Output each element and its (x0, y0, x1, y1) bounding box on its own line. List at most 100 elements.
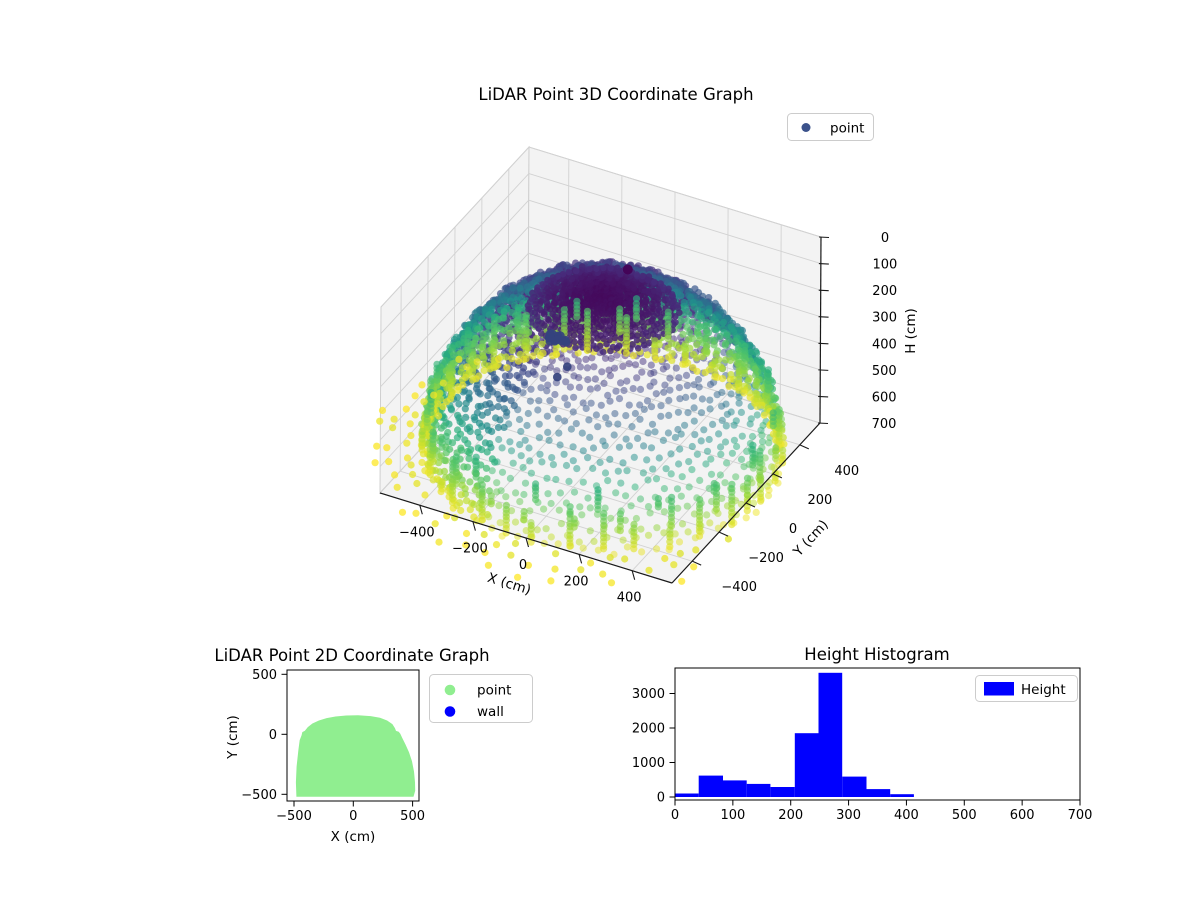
lidar-point (567, 425, 576, 433)
lidar-point (636, 401, 644, 409)
lidar-point (694, 329, 702, 337)
lidar-point (586, 385, 595, 393)
lidar-point (473, 358, 481, 366)
lidar-point (497, 299, 505, 307)
lidar-point (458, 420, 466, 428)
lidar-point (622, 412, 630, 420)
lidar-point (606, 397, 614, 405)
lidar-point (463, 363, 471, 371)
lidar-point (452, 333, 461, 341)
lidar-point (420, 398, 428, 406)
lidar-point (606, 372, 615, 380)
lidar-point (409, 470, 417, 479)
lidar-point (566, 325, 574, 333)
lidar-point (650, 368, 658, 377)
lidar-point (517, 452, 525, 460)
outlier-point (622, 264, 633, 275)
lidar-point (758, 431, 766, 439)
lidar-point (637, 525, 645, 533)
y-tick-label: 400 (834, 464, 859, 479)
histogram-frame (674, 667, 1081, 801)
lidar-point (488, 467, 496, 475)
lidar-point (753, 390, 761, 398)
lidar-point (577, 566, 585, 574)
lidar-point (429, 476, 437, 484)
lidar-point (584, 494, 592, 502)
lidar-point (723, 459, 731, 467)
lidar-point (610, 431, 618, 439)
lidar-point (623, 377, 631, 385)
lidar-point (566, 383, 575, 391)
lidar-point (737, 455, 746, 463)
lidar-point (511, 539, 520, 548)
legend-frame (429, 674, 533, 723)
lidar-point (471, 486, 479, 494)
lidar-point (643, 456, 651, 464)
lidar-point (601, 442, 609, 450)
lidar-point (452, 453, 460, 461)
lidar-point (647, 361, 655, 369)
legend-height-swatch (984, 682, 1014, 696)
lidar-point (675, 538, 684, 546)
lidar-point (683, 323, 691, 331)
lidar-point (764, 382, 773, 390)
lidar-point (455, 355, 463, 363)
lidar-point (622, 435, 630, 443)
lidar-point (765, 486, 773, 494)
lidar-point (695, 383, 703, 391)
lidar-point (588, 354, 596, 362)
lidar-point (743, 479, 752, 487)
lidar-point (673, 302, 681, 309)
lidar-point (592, 411, 601, 419)
lidar-point (462, 373, 470, 381)
lidar-point (553, 367, 561, 375)
lidar-point (517, 427, 525, 436)
lidar-point (753, 411, 761, 419)
lidar-point (552, 475, 560, 484)
lidar-point (617, 379, 625, 387)
lidar-point (731, 337, 740, 345)
lidar-point (463, 463, 472, 471)
lidar-point (675, 374, 683, 382)
lidar-point (639, 357, 647, 366)
lidar-point (527, 338, 535, 346)
lidar-point (549, 461, 558, 469)
lidar-point (457, 349, 465, 357)
lidar-point (644, 429, 652, 437)
lidar-point (664, 429, 673, 437)
lidar-point (718, 388, 726, 397)
lidar-point (600, 264, 607, 272)
lidar-point (622, 492, 630, 500)
h-tick-label: 400 (872, 337, 897, 352)
lidar-point (639, 272, 646, 280)
h-tick-label: 200 (872, 284, 897, 299)
lidar-point (529, 289, 536, 297)
lidar-point (675, 460, 683, 468)
plot3d-title: LiDAR Point 3D Coordinate Graph (478, 85, 753, 104)
lidar-point (716, 471, 725, 479)
lidar-point (677, 430, 685, 438)
lidar-point (694, 320, 702, 328)
lidar-point (727, 408, 735, 416)
lidar-point (619, 536, 627, 544)
lidar-point (749, 441, 757, 449)
lidar-point (555, 306, 563, 314)
lidar-point (660, 485, 669, 493)
lidar-point (527, 521, 535, 530)
lidar-point (445, 364, 453, 372)
lidar-point (555, 429, 563, 437)
x-tick-label: 300 (836, 808, 861, 823)
lidar-point (690, 417, 698, 425)
lidar-point (672, 319, 679, 326)
lidar-point (563, 401, 572, 409)
lidar-point (779, 452, 787, 460)
lidar-point (570, 515, 578, 523)
lidar-point (570, 393, 578, 401)
lidar-point (506, 474, 514, 482)
lidar-point (661, 381, 669, 389)
lidar-point (665, 396, 673, 404)
lidar-point (706, 405, 714, 413)
lidar-point (607, 514, 615, 522)
